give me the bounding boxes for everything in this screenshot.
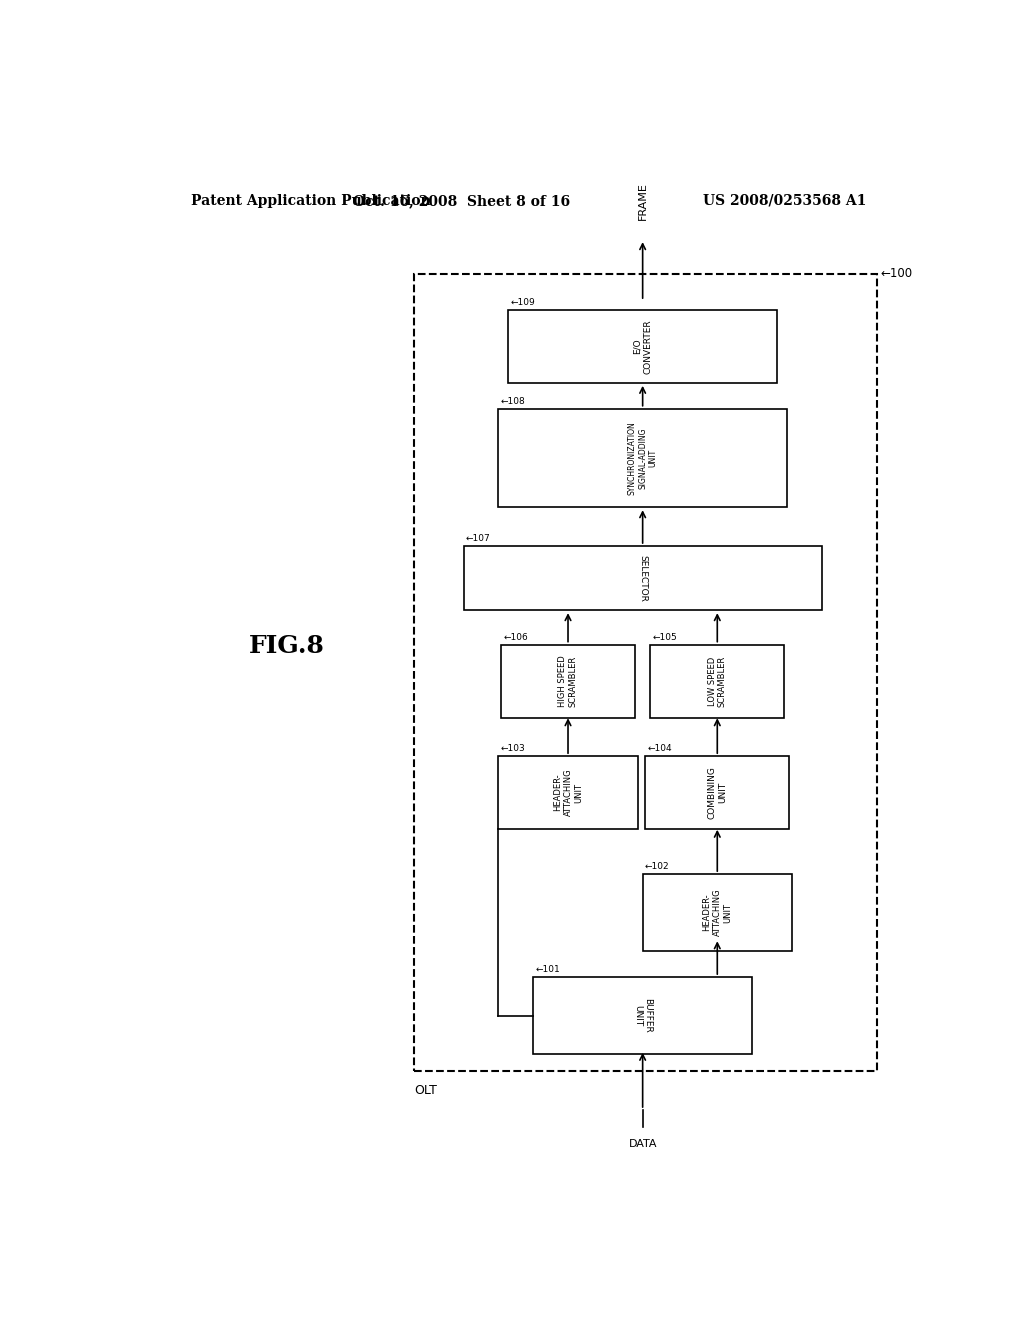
Bar (534, 977, 752, 1055)
Text: Patent Application Publication: Patent Application Publication (191, 194, 431, 209)
Bar (499, 409, 787, 507)
Bar (645, 756, 790, 829)
Text: ←105: ←105 (652, 632, 677, 642)
Text: OLT: OLT (414, 1084, 436, 1097)
Text: HEADER-
ATTACHING
UNIT: HEADER- ATTACHING UNIT (702, 888, 732, 936)
Text: SELECTOR: SELECTOR (638, 554, 647, 602)
Bar (501, 644, 635, 718)
Text: HIGH SPEED
SCRAMBLER: HIGH SPEED SCRAMBLER (558, 655, 578, 708)
Text: FIG.8: FIG.8 (249, 635, 325, 659)
Text: COMBINING
UNIT: COMBINING UNIT (708, 766, 727, 818)
Text: FRAME: FRAME (638, 182, 647, 219)
Text: ←108: ←108 (501, 396, 525, 405)
Bar (499, 756, 638, 829)
Text: HEADER-
ATTACHING
UNIT: HEADER- ATTACHING UNIT (553, 768, 583, 816)
Text: ←102: ←102 (645, 862, 670, 871)
Text: Oct. 16, 2008  Sheet 8 of 16: Oct. 16, 2008 Sheet 8 of 16 (352, 194, 570, 209)
Text: US 2008/0253568 A1: US 2008/0253568 A1 (702, 194, 866, 209)
Text: DATA: DATA (629, 1139, 657, 1150)
Text: ←109: ←109 (511, 298, 536, 308)
Text: E/O
CONVERTER: E/O CONVERTER (633, 319, 652, 374)
Text: ←103: ←103 (501, 744, 525, 754)
Bar (643, 874, 792, 952)
Bar (464, 546, 822, 610)
Text: ←106: ←106 (503, 632, 528, 642)
Text: ←107: ←107 (466, 533, 490, 543)
Text: ←100: ←100 (881, 267, 912, 280)
Bar (650, 644, 784, 718)
Bar (508, 310, 777, 383)
Bar (414, 273, 877, 1072)
Text: ←101: ←101 (536, 965, 560, 974)
Text: LOW SPEED
SCRAMBLER: LOW SPEED SCRAMBLER (708, 656, 727, 706)
Text: SYNCHRONIZATION
SIGNAL-ADDING
UNIT: SYNCHRONIZATION SIGNAL-ADDING UNIT (628, 421, 657, 495)
Text: BUFFER
UNIT: BUFFER UNIT (633, 998, 652, 1034)
Text: ←104: ←104 (647, 744, 672, 754)
